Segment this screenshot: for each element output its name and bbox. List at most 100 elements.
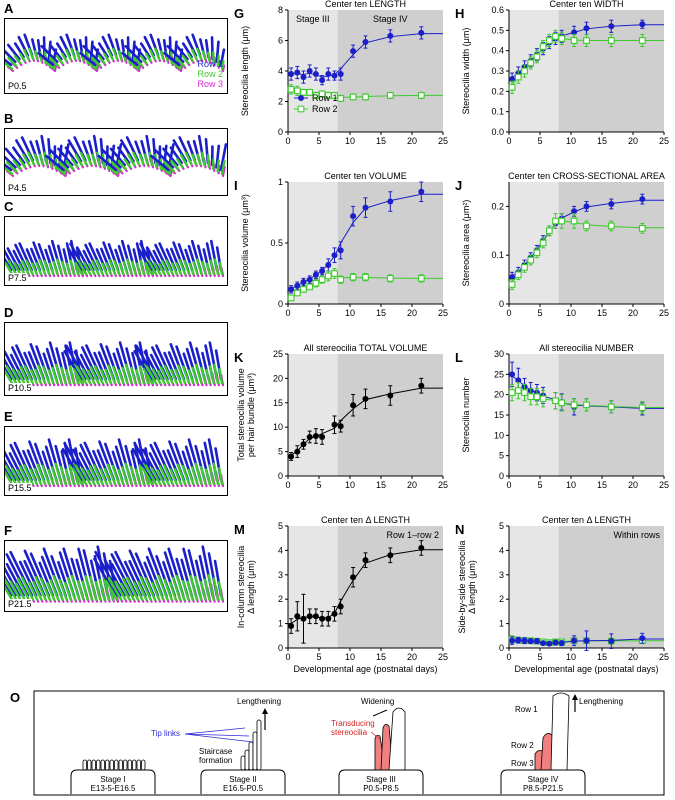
row1-stereocilium (57, 147, 74, 167)
data-point (306, 433, 313, 440)
chart-annotation: Row 1–row 2 (386, 530, 439, 540)
row2-stereocilium (12, 159, 22, 171)
hair-bundle-render (5, 33, 226, 72)
row2-stereocilium (5, 469, 14, 486)
transducing-pointer (370, 731, 382, 741)
row2-stereocilium (159, 366, 170, 385)
row2-stereocilium (70, 47, 77, 61)
row1-stereocilium (219, 48, 226, 67)
row2-stereocilium (158, 465, 170, 486)
data-point (288, 623, 295, 630)
row2-stereocilium (174, 368, 183, 385)
data-point (287, 294, 295, 302)
x-tick-label: 15 (597, 652, 607, 662)
data-point (294, 613, 301, 620)
data-point (638, 404, 646, 412)
row2-stereocilium (34, 368, 43, 385)
row1-stereocilium (117, 146, 131, 165)
row1-stereocilium (152, 147, 175, 169)
chart-title: All stereocilia TOTAL VOLUME (304, 343, 428, 353)
row2-stereocilium (51, 466, 59, 486)
row1-stereocilium (100, 147, 122, 169)
row2-stereocilium (212, 462, 220, 486)
row2-stereocilium (125, 363, 133, 385)
row2-stereocilium (127, 153, 136, 167)
chart-j: J Center ten CROSS-SECTIONAL AREA 0 5 10 15 20… (455, 171, 669, 318)
row2-stereocilium (122, 260, 129, 276)
microvillus (118, 759, 123, 771)
row1-stereocilium (97, 42, 109, 59)
row2-stereocilium (187, 468, 195, 486)
row2-stereocilium (13, 54, 22, 65)
row2-stereocilium (5, 161, 18, 173)
y-tick-label: 2 (278, 97, 283, 107)
row2-stereocilium (70, 574, 81, 601)
data-point (558, 35, 566, 42)
y-tick-label: 5 (499, 521, 504, 531)
data-point (583, 203, 590, 210)
row2-stereocilium (107, 49, 115, 61)
panel-letter-o: O (10, 690, 21, 705)
row2-stereocilium (149, 49, 157, 61)
hair-cell-body (70, 769, 156, 794)
row2-stereocilium (192, 260, 199, 276)
row1-stereocilium (169, 146, 183, 165)
row2-stereocilium (71, 158, 79, 169)
row2-stereocilium (178, 259, 187, 276)
y-tick-label: 15 (494, 410, 504, 420)
y-tick-label: 0.1 (491, 107, 504, 117)
x-tick-label: 10 (345, 308, 355, 318)
y-axis-label: Stereocilia length (μm) (240, 26, 250, 116)
data-point (570, 217, 578, 225)
row2-stereocilium (79, 151, 88, 166)
data-point (387, 198, 394, 205)
microvillus (141, 759, 146, 771)
row1-stereocilium (174, 43, 189, 61)
data-point (583, 222, 590, 230)
row2-stereocilium (187, 52, 194, 62)
data-point (608, 200, 615, 207)
x-tick-label: 5 (537, 480, 542, 490)
row2-stereocilium (89, 575, 98, 601)
x-axis-label: Developmental age (postnatal days) (514, 664, 658, 674)
data-point (300, 74, 307, 81)
data-point (350, 574, 357, 581)
panel-letter-d: D (4, 305, 14, 320)
x-tick-label: 25 (438, 652, 448, 662)
row2-stereocilium (196, 153, 202, 166)
stage-label: Stage III (296, 14, 330, 24)
row2-stereocilium (58, 161, 71, 173)
row2-stereocilium (65, 368, 71, 385)
data-point (319, 615, 326, 622)
row2-stereocilium (95, 259, 104, 276)
x-tick-label: 0 (285, 308, 290, 318)
row2-stereocilium (191, 49, 199, 61)
data-point (324, 272, 332, 280)
row1-stereocilium (5, 163, 13, 172)
y-tick-label: 5 (499, 451, 504, 461)
row2-stereocilium (16, 469, 26, 486)
x-tick-label: 15 (376, 652, 386, 662)
row2-stereocilium (76, 580, 85, 601)
row1-stereocilium (139, 42, 151, 59)
data-point (337, 276, 345, 283)
row2-stereocilium (157, 369, 166, 385)
panel-letter-b: B (4, 111, 14, 126)
row2-stereocilium (194, 575, 203, 601)
row2-stereocilium (163, 161, 176, 173)
x-tick-label: 0 (506, 136, 511, 146)
data-point (318, 276, 326, 283)
row2-stereocilium (200, 366, 207, 385)
stage-range: E13-5-E16.5 (91, 784, 136, 793)
hair-bundle-panel-f: P21.5 (4, 540, 228, 612)
hair-cell-body (500, 769, 586, 794)
row2-stereocilium (17, 369, 26, 385)
data-point (387, 32, 394, 39)
stage-iii-shade (509, 526, 559, 648)
x-tick-label: 20 (628, 652, 638, 662)
row1-stereocilium (13, 42, 25, 59)
row2-stereocilium (135, 468, 141, 486)
y-tick-label: 3 (278, 570, 283, 580)
data-point (325, 261, 332, 268)
row2-stereocilium (32, 581, 43, 601)
